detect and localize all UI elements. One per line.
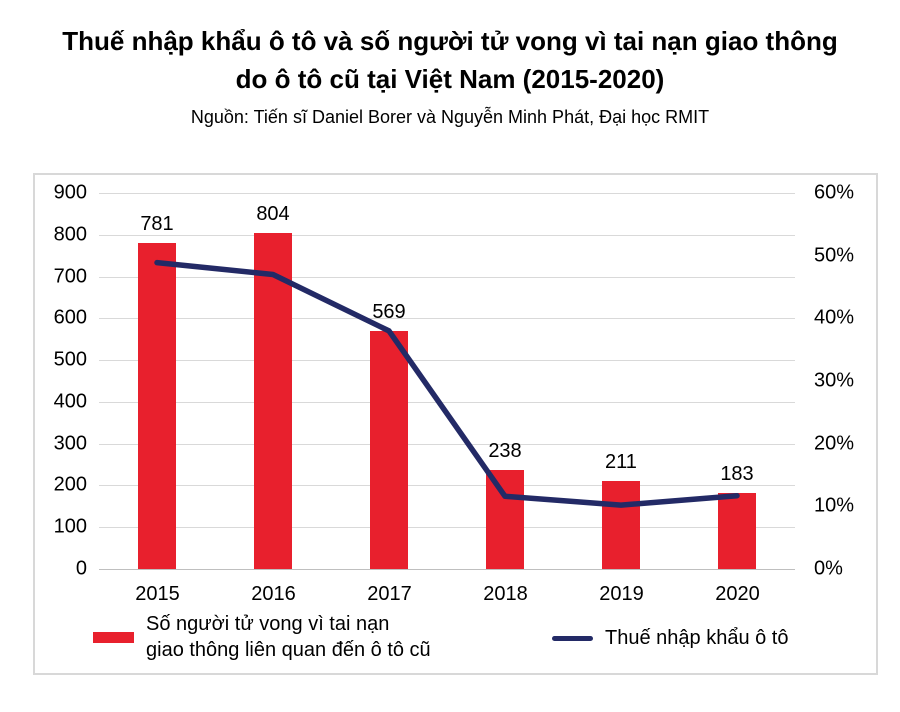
gridline (99, 318, 795, 320)
bar-2017 (370, 331, 408, 569)
source-caption: Nguồn: Tiến sĩ Daniel Borer và Nguyễn Mi… (190, 107, 710, 127)
chart-frame: 781 804 569 238 211 183 900 800 700 600 500 400 300… (33, 173, 878, 675)
right-axis-tick: 60% (814, 181, 855, 204)
bar-value-label: 781 (140, 212, 174, 235)
x-axis-label-2015: 2015 (135, 583, 180, 605)
x-axis-label-2019: 2019 (599, 583, 644, 605)
gridline (99, 401, 795, 403)
plot-area: 781 804 569 238 211 183 (99, 193, 795, 570)
legend-item-deaths: Số người tử vong vì tai nạn giao thông l… (93, 611, 431, 663)
x-axis-label-2018: 2018 (483, 583, 528, 605)
left-axis-tick: 900 (53, 181, 87, 204)
right-axis-tick: 40% (814, 306, 855, 329)
left-axis-tick: 300 (53, 432, 87, 455)
legend-label-deaths: Số người tử vong vì tai nạn giao thông l… (146, 611, 431, 663)
left-axis-tick: 400 (53, 390, 87, 413)
right-axis-tick: 0% (814, 557, 843, 580)
left-axis-tick: 700 (53, 265, 87, 288)
bar-value-label: 183 (720, 462, 754, 485)
left-axis-tick: 100 (53, 515, 87, 538)
bar-2016 (254, 233, 292, 569)
bar-2015 (138, 242, 176, 569)
bar-2018 (486, 469, 524, 569)
gridline (99, 360, 795, 362)
gridline (99, 443, 795, 445)
gridline (99, 485, 795, 487)
legend-deaths-line-1: Số người tử vong vì tai nạn (146, 613, 390, 635)
bar-2020 (718, 492, 756, 569)
gridline (99, 234, 795, 236)
bar-value-label: 804 (256, 203, 290, 226)
legend-label-tax: Thuế nhập khẩu ô tô (605, 627, 789, 649)
title-line-1: Thuế nhập khẩu ô tô và số người tử vong … (62, 26, 838, 56)
left-axis-tick: 500 (53, 348, 87, 371)
legend-deaths-line-2: giao thông liên quan đến ô tô cũ (146, 639, 431, 661)
gridline (99, 276, 795, 278)
tax-line-series (154, 259, 740, 508)
left-axis-tick: 800 (53, 223, 87, 246)
x-axis-label-2020: 2020 (715, 583, 760, 605)
right-axis-tick: 20% (814, 432, 855, 455)
gridline (99, 193, 795, 194)
x-axis-label-2016: 2016 (251, 583, 296, 605)
gridline (99, 527, 795, 529)
bar-series-swatch-icon (93, 631, 134, 643)
left-axis-tick: 200 (53, 473, 87, 496)
left-axis-tick: 0 (75, 557, 87, 580)
bar-2019 (602, 480, 640, 569)
bar-value-label: 211 (605, 450, 637, 473)
left-axis-tick: 600 (53, 306, 87, 329)
right-axis-tick: 50% (814, 244, 855, 267)
bar-value-label: 569 (372, 301, 406, 324)
right-axis-tick: 10% (814, 494, 855, 517)
gridline (99, 569, 795, 570)
line-series-swatch-icon (552, 635, 593, 641)
bar-value-label: 238 (488, 439, 522, 462)
title-line-2: do ô tô cũ tại Việt Nam (2015-2020) (235, 64, 665, 94)
legend-item-tax: Thuế nhập khẩu ô tô (552, 625, 788, 651)
page-title: Thuế nhập khẩu ô tô và số người tử vong … (0, 22, 900, 98)
right-axis-tick: 30% (814, 369, 855, 392)
x-axis-label-2017: 2017 (367, 583, 412, 605)
